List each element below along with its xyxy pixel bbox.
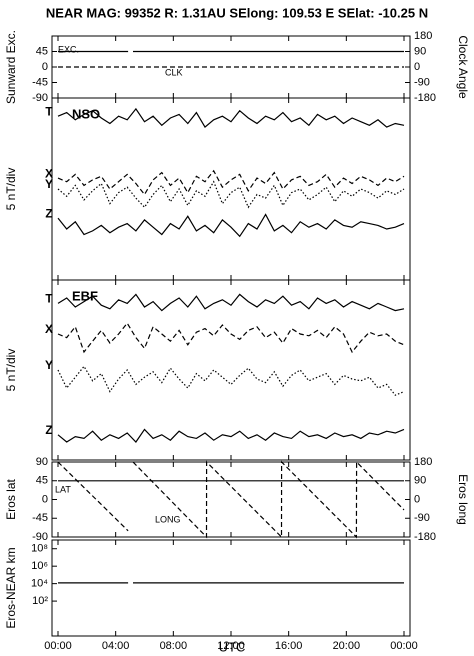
panel-frame: [51, 97, 411, 281]
y-axis-title: Eros-NEAR km: [4, 547, 18, 628]
y-tick-label: 10⁴: [31, 578, 48, 590]
chart-title: NEAR MAG: 99352 R: 1.31AU SElong: 109.53…: [46, 5, 428, 20]
series-label: Y: [45, 177, 53, 191]
x-tick-label: 08:00: [160, 640, 188, 652]
y-tick-label: 90: [36, 456, 48, 468]
x-tick-label: 00:00: [390, 640, 418, 652]
series-label: Z: [45, 206, 52, 220]
series-label: LONG: [155, 514, 181, 524]
x-tick-label: 12:00: [217, 640, 245, 652]
y2-axis-title: Clock Angle: [456, 35, 470, 99]
series-line: [57, 107, 405, 129]
y2-tick-label: 180: [414, 456, 432, 468]
y2-tick-label: 90: [414, 45, 426, 57]
series-label: T: [45, 292, 53, 306]
y-tick-label: 0: [42, 493, 48, 505]
series-line: [57, 365, 405, 396]
y2-axis-title: Eros long: [456, 474, 470, 525]
series-label: Y: [45, 358, 53, 372]
y-tick-label: -90: [32, 92, 48, 104]
y2-tick-label: -180: [414, 531, 436, 543]
series-label: X: [45, 166, 53, 180]
x-tick-label: 16:00: [275, 640, 303, 652]
x-tick-label: 00:00: [44, 640, 72, 652]
series-line: [57, 322, 405, 354]
series-line: [57, 180, 405, 209]
y-tick-label: 45: [36, 45, 48, 57]
y2-tick-label: 90: [414, 475, 426, 487]
y-tick-label: 10⁸: [31, 543, 48, 555]
panel-frame: [51, 539, 411, 637]
x-axis-title: UTC: [219, 639, 246, 654]
y-tick-label: 10²: [32, 595, 48, 607]
series-label: EXC.: [58, 44, 79, 54]
series-line: [57, 293, 405, 312]
y2-tick-label: 180: [414, 30, 432, 42]
y2-tick-label: -180: [414, 92, 436, 104]
series-line: [57, 428, 405, 443]
y-tick-label: 45: [36, 475, 48, 487]
series-line: [57, 169, 405, 196]
x-tick-label: 04:00: [102, 640, 130, 652]
y-tick-label: -45: [32, 512, 48, 524]
y2-tick-label: 0: [414, 61, 420, 73]
series-label: CLK: [165, 67, 183, 77]
y-axis-title: Sunward Exc.: [4, 30, 18, 104]
y-tick-label: 0: [42, 61, 48, 73]
y-tick-label: -90: [32, 531, 48, 543]
y2-tick-label: 0: [414, 493, 420, 505]
y2-tick-label: -90: [414, 76, 430, 88]
y-axis-title: Eros lat: [4, 478, 18, 519]
y-axis-title: 5 nT/div: [4, 168, 18, 211]
series-label: LAT: [55, 484, 71, 494]
series-label: T: [45, 104, 53, 118]
series-line: [57, 213, 405, 238]
series-label: X: [45, 322, 53, 336]
panel-label: EBF: [72, 288, 98, 303]
series-label: Z: [45, 423, 52, 437]
x-tick-label: 20:00: [333, 640, 361, 652]
y-tick-label: -45: [32, 76, 48, 88]
series-line: [57, 460, 405, 539]
y2-tick-label: -90: [414, 512, 430, 524]
y-tick-label: 10⁶: [31, 560, 48, 572]
y-axis-title: 5 nT/div: [4, 349, 18, 392]
